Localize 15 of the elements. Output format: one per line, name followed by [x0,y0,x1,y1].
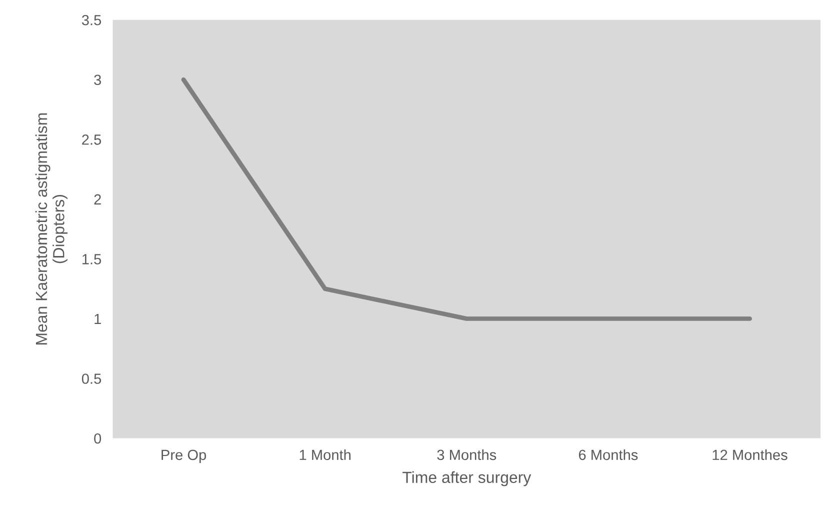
y-tick-label: 0 [94,433,102,444]
x-tick-label: 6 Months [578,449,638,460]
y-tick-label: 2.5 [82,134,102,145]
x-axis-title: Time after surgery [402,471,532,486]
y-tick-label: 1 [94,314,101,324]
x-tick-label: 1 Month [300,449,350,460]
y-axis-title: Mean Kaeratometric astigmatism (Diopters) [35,113,68,344]
x-tick-label: 3 Months [437,449,496,460]
y-tick-label: 3.5 [82,14,102,26]
x-tick-label: 12 Monthes [712,449,788,460]
y-tick-label: 3 [94,74,101,86]
y-tick-label: 1.5 [82,254,102,264]
y-tick-label: 0.5 [82,374,102,384]
x-tick-label: Pre Op [162,450,206,463]
y-tick-label: 2 [94,194,101,204]
